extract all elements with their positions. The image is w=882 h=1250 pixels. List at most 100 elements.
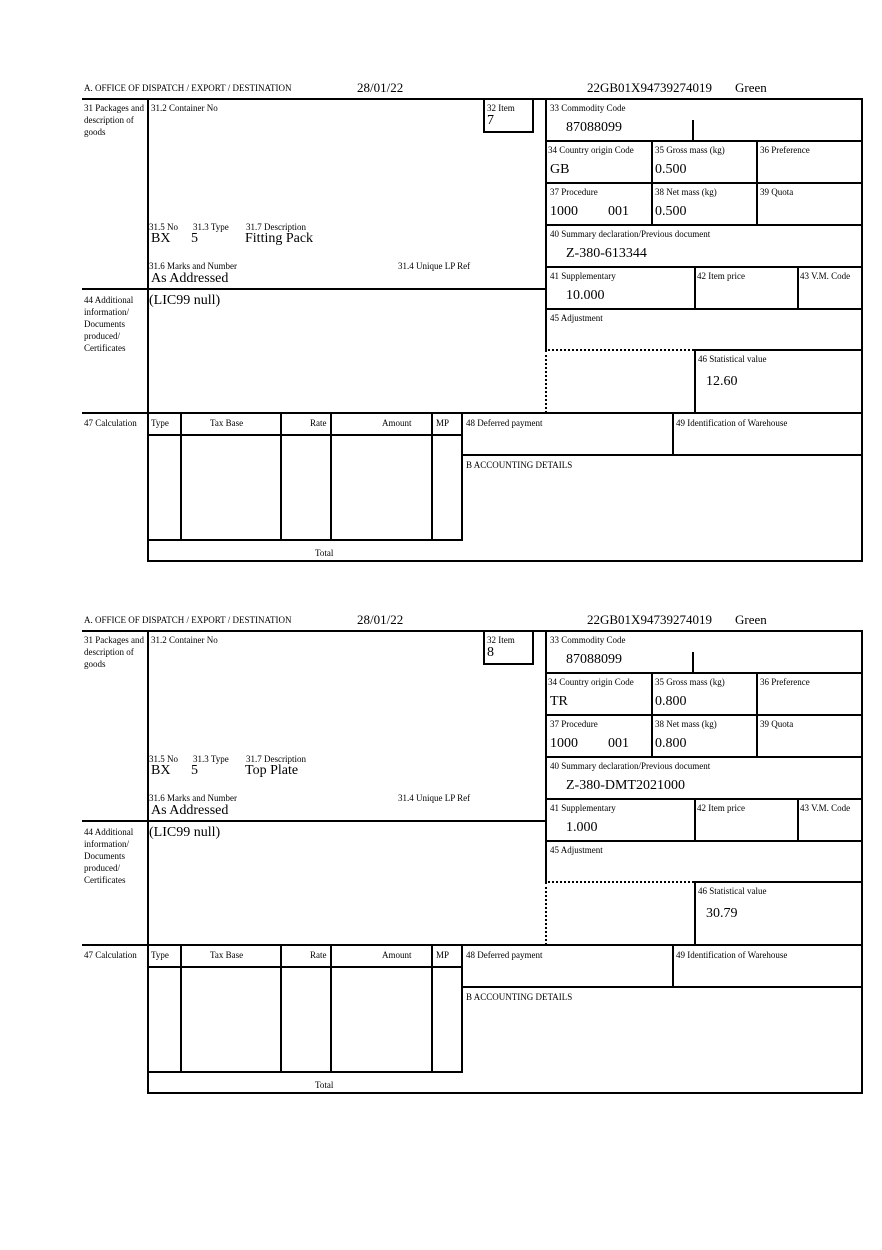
net-mass: 0.500	[655, 204, 687, 219]
divider	[797, 266, 799, 308]
package-type: 5	[191, 763, 198, 778]
customs-item-form: A. OFFICE OF DISPATCH / EXPORT / DESTINA…	[0, 80, 882, 580]
item-number: 7	[487, 113, 494, 128]
divider	[545, 224, 863, 226]
commodity-label: 33 Commodity Code	[550, 635, 626, 645]
divider	[147, 560, 863, 562]
adjustment-label: 45 Adjustment	[550, 313, 603, 323]
adjustment-label: 45 Adjustment	[550, 845, 603, 855]
preference-label: 36 Preference	[760, 145, 810, 155]
commodity-label: 33 Commodity Code	[550, 103, 626, 113]
divider	[483, 663, 534, 665]
summary-label: 40 Summary declaration/Previous document	[550, 761, 711, 771]
procedure-label: 37 Procedure	[550, 187, 598, 197]
mp-header: MP	[436, 418, 450, 428]
description-label: 31.7 Description	[246, 222, 306, 232]
route-status: Green	[735, 612, 767, 627]
quota-label: 39 Quota	[760, 187, 794, 197]
accounting-details-label: B ACCOUNTING DETAILS	[466, 992, 573, 1002]
office-label: A. OFFICE OF DISPATCH / EXPORT / DESTINA…	[84, 615, 292, 625]
gross-mass-label: 35 Gross mass (kg)	[655, 145, 725, 155]
preference-label: 36 Preference	[760, 677, 810, 687]
supplementary-label: 41 Supplementary	[550, 271, 616, 281]
amount-header: Amount	[382, 418, 412, 428]
additional-info-value: (LIC99 null)	[149, 293, 221, 308]
divider	[461, 412, 463, 540]
marks-label: 31.6 Marks and Number	[149, 793, 237, 803]
container-label: 31.2 Container No	[151, 635, 218, 645]
statistical-value: 30.79	[706, 906, 738, 921]
calc-type-header: Type	[151, 418, 169, 428]
supplementary-label: 41 Supplementary	[550, 803, 616, 813]
container-label: 31.2 Container No	[151, 103, 218, 113]
divider	[694, 349, 863, 351]
unique-lp-label: 31.4 Unique LP Ref	[398, 261, 471, 271]
divider	[532, 98, 534, 133]
divider	[545, 882, 547, 945]
packages-label: 31 Packages and description of goods	[84, 103, 144, 137]
supplementary-value: 1.000	[566, 820, 598, 835]
country-label: 34 Country origin Code	[548, 677, 634, 687]
additional-info-value: (LIC99 null)	[149, 825, 221, 840]
calc-type-header: Type	[151, 950, 169, 960]
procedure-value: 1000	[550, 736, 578, 751]
divider	[694, 349, 696, 413]
divider	[861, 630, 863, 1094]
divider	[82, 820, 547, 822]
divider	[82, 944, 863, 946]
divider	[147, 434, 463, 436]
tax-base-header: Tax Base	[210, 950, 244, 960]
divider	[694, 881, 696, 945]
divider	[483, 630, 485, 665]
goods-description: Fitting Pack	[245, 231, 314, 246]
packages-label: 31 Packages and description of goods	[84, 635, 144, 669]
supplementary-value: 10.000	[566, 288, 605, 303]
type-label: 31.3 Type	[193, 222, 229, 232]
divider	[82, 98, 863, 100]
item-label: 32 Item	[487, 103, 515, 113]
divider	[545, 349, 694, 351]
description-label: 31.7 Description	[246, 754, 306, 764]
total-label: Total	[315, 1080, 334, 1090]
divider	[461, 454, 863, 456]
country-code: TR	[550, 694, 568, 709]
procedure-code: 001	[608, 204, 629, 219]
country-label: 34 Country origin Code	[548, 145, 634, 155]
divider	[147, 630, 149, 1094]
divider	[861, 98, 863, 562]
item-price-label: 42 Item price	[697, 271, 745, 281]
divider	[545, 182, 863, 184]
divider	[180, 412, 182, 540]
divider	[545, 140, 863, 142]
divider	[532, 630, 534, 665]
divider	[483, 98, 485, 133]
net-mass-label: 38 Net mass (kg)	[655, 719, 717, 729]
divider	[694, 881, 863, 883]
quota-label: 39 Quota	[760, 719, 794, 729]
warehouse-label: 49 Identification of Warehouse	[676, 418, 788, 428]
summary-value: Z-380-DMT2021000	[566, 778, 685, 793]
gross-mass: 0.500	[655, 162, 687, 177]
additional-info-label: 44 Additional information/ Documents pro…	[84, 295, 134, 353]
divider	[545, 756, 863, 758]
type-label: 31.3 Type	[193, 754, 229, 764]
package-no: BX	[151, 231, 171, 246]
summary-label: 40 Summary declaration/Previous document	[550, 229, 711, 239]
statistical-value-label: 46 Statistical value	[698, 886, 767, 896]
divider	[545, 266, 863, 268]
divider	[545, 672, 863, 674]
package-no: BX	[151, 763, 171, 778]
divider	[330, 944, 332, 1072]
divider	[694, 266, 696, 308]
item-price-label: 42 Item price	[697, 803, 745, 813]
vm-code-label: 43 V.M. Code	[800, 803, 851, 813]
divider	[180, 944, 182, 1072]
summary-value: Z-380-613344	[566, 246, 647, 261]
divider	[461, 986, 863, 988]
mp-header: MP	[436, 950, 450, 960]
office-label: A. OFFICE OF DISPATCH / EXPORT / DESTINA…	[84, 83, 292, 93]
divider	[692, 120, 694, 141]
deferred-payment-label: 48 Deferred payment	[466, 950, 543, 960]
item-label: 32 Item	[487, 635, 515, 645]
divider	[545, 798, 863, 800]
